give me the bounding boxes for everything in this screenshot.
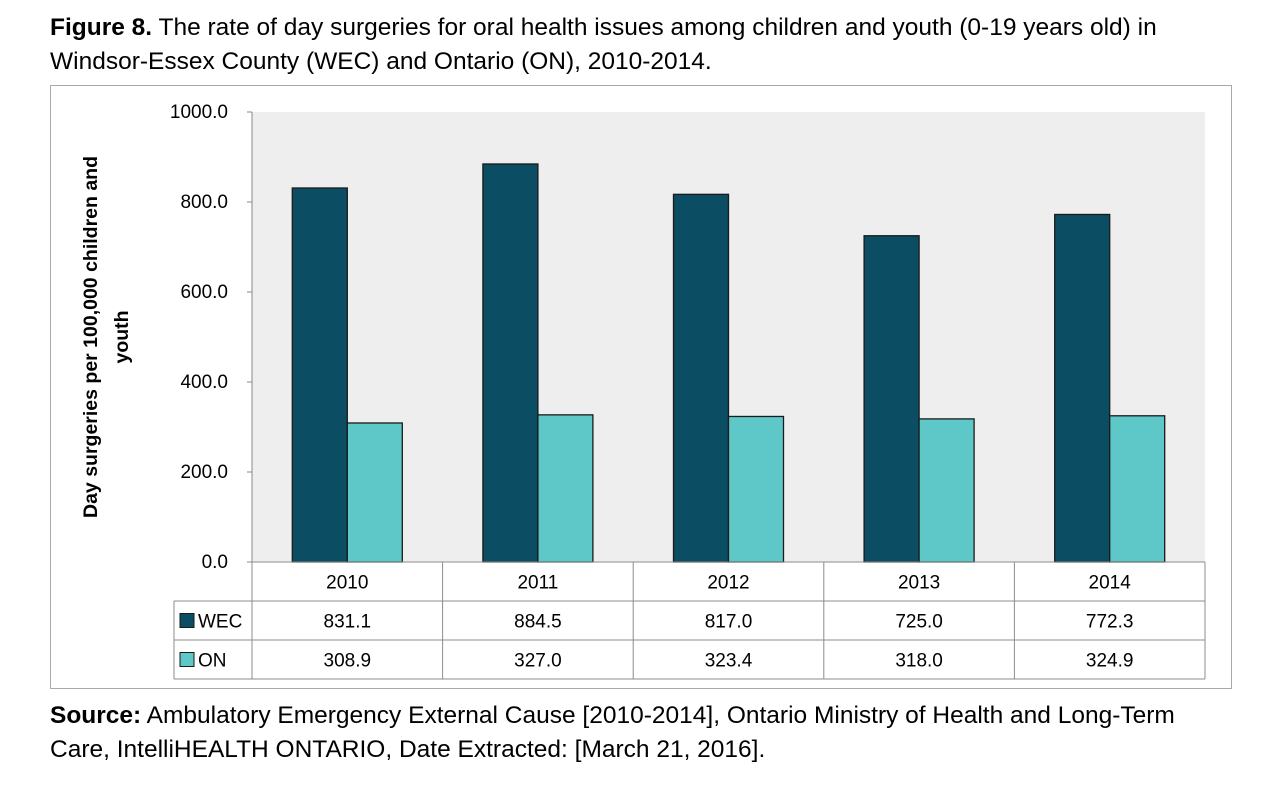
x-category-label: 2011 — [517, 573, 558, 594]
x-category-label: 2014 — [1089, 573, 1132, 594]
data-label-on: 318.0 — [895, 651, 943, 672]
legend-label-on: ON — [198, 651, 227, 672]
data-label-on: 323.4 — [705, 651, 753, 672]
y-axis-title: youth — [111, 310, 133, 363]
data-label-wec: 725.0 — [895, 612, 943, 633]
bar-wec-2013 — [863, 235, 920, 563]
bar-on-2010 — [346, 422, 403, 563]
x-category-label: 2012 — [707, 573, 749, 594]
bar-wec-2010 — [291, 187, 348, 563]
y-tick-label: 1000.0 — [170, 102, 228, 123]
x-category-label: 2013 — [898, 573, 940, 594]
x-category-label: 2010 — [326, 573, 368, 594]
data-label-wec: 884.5 — [514, 612, 562, 633]
legend-key-on — [179, 652, 195, 667]
source-note: Source: Ambulatory Emergency External Ca… — [50, 699, 1240, 767]
data-label-on: 327.0 — [514, 651, 562, 672]
y-tick-label: 0.0 — [202, 552, 228, 573]
figure-label: Figure 8. — [50, 14, 153, 41]
y-tick-label: 600.0 — [180, 282, 228, 303]
bar-wec-2014 — [1054, 213, 1111, 563]
data-label-on: 324.9 — [1086, 651, 1134, 672]
data-label-wec: 831.1 — [324, 612, 372, 633]
figure-title: The rate of day surgeries for oral healt… — [50, 14, 1157, 75]
y-tick-label: 200.0 — [180, 462, 228, 483]
legend-label-wec: WEC — [198, 612, 242, 633]
bar-on-2012 — [727, 415, 785, 563]
chart-frame: 0.0 200.0 400.0 600.0 800.0 1000.0 Day surgeri… — [50, 85, 1232, 689]
source-label: Source: — [50, 702, 142, 729]
bar-on-2013 — [918, 418, 975, 563]
y-tick-label: 800.0 — [180, 192, 228, 213]
bar-wec-2011 — [482, 163, 539, 563]
data-label-wec: 817.0 — [705, 612, 753, 633]
figure-caption: Figure 8. The rate of day surgeries for … — [50, 11, 1240, 79]
data-label-on: 308.9 — [324, 651, 372, 672]
bar-chart: 0.0 200.0 400.0 600.0 800.0 1000.0 Day surgeri… — [80, 102, 1206, 680]
bar-on-2011 — [537, 414, 594, 563]
data-label-wec: 772.3 — [1086, 612, 1134, 633]
y-axis-title: Day surgeries per 100,000 children and — [80, 156, 102, 518]
legend-key-wec — [179, 613, 195, 628]
bar-wec-2012 — [672, 193, 730, 563]
source-text: Ambulatory Emergency External Cause [201… — [50, 702, 1175, 763]
y-tick-label: 400.0 — [180, 372, 228, 393]
bar-on-2014 — [1109, 415, 1166, 563]
